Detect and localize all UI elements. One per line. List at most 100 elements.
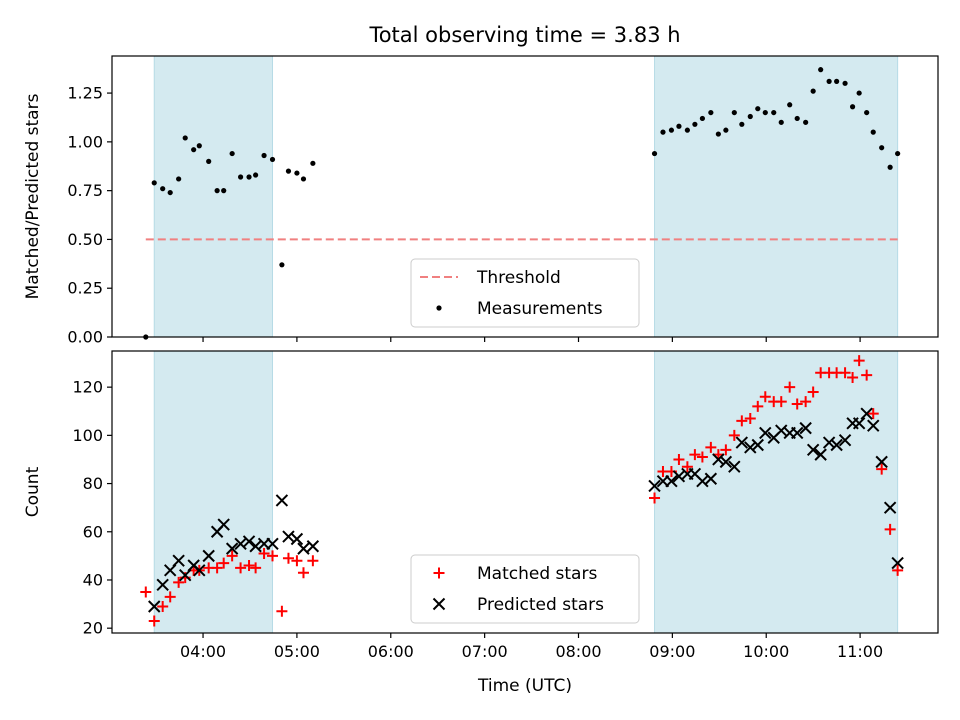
measurements-point	[229, 150, 235, 157]
predicted-stars-point	[751, 438, 764, 452]
legend-label: Threshold	[476, 268, 561, 288]
predicted-stars-point	[799, 421, 812, 435]
measurements-point	[747, 113, 753, 120]
measurements-point	[870, 129, 876, 135]
top-shaded-interval	[153, 55, 274, 338]
measurements-point	[895, 150, 901, 157]
matched-stars-point	[258, 547, 270, 559]
matched-stars-point	[807, 386, 819, 398]
matched-stars-point	[148, 615, 160, 627]
matched-stars-point	[876, 463, 888, 475]
predicted-stars-point	[790, 426, 804, 440]
matched-stars-point	[839, 367, 851, 379]
top-legend-box	[410, 258, 640, 328]
x-tick-label: 09:00	[649, 642, 695, 661]
predicted-stars-point	[867, 419, 880, 432]
top-y-tick-label: 0.75	[67, 181, 103, 200]
matched-stars-point	[226, 550, 238, 562]
matched-stars-point	[267, 550, 279, 562]
x-tick-label: 06:00	[368, 642, 414, 661]
measurements-point	[731, 109, 737, 116]
measurements-point	[787, 102, 793, 108]
matched-stars-point	[892, 564, 904, 576]
predicted-stars-point	[806, 443, 820, 457]
measurements-point	[762, 109, 768, 116]
matched-stars-point	[800, 396, 812, 408]
bottom-legend: Matched stars Predicted stars	[410, 554, 640, 624]
matched-stars-point	[861, 369, 873, 381]
matched-stars-point	[681, 461, 693, 473]
top-y-tick-label: 1.00	[67, 132, 103, 151]
predicted-stars-point	[704, 472, 718, 485]
matched-stars-point	[250, 562, 262, 574]
predicted-stars-point	[225, 542, 239, 555]
x-tick-label: 10:00	[743, 642, 789, 661]
predicted-stars-point	[838, 433, 852, 447]
matched-stars-point	[649, 492, 661, 504]
bottom-panel-counts: 20 40 60 80 100 120 04:00 05:00 06:00 07:00 08:00 0…	[23, 350, 939, 661]
top-y-tick-label: 0.50	[67, 230, 103, 249]
matched-stars-point	[853, 355, 865, 367]
predicted-stars-point	[297, 542, 310, 555]
measurements-point	[715, 131, 721, 137]
matched-stars-point	[867, 408, 879, 420]
measurements-point	[279, 262, 285, 268]
legend-marker-handle	[432, 597, 446, 611]
predicted-stars-point	[275, 494, 289, 507]
matched-stars-point	[218, 557, 230, 569]
matched-stars-point	[211, 562, 223, 574]
measurements-point	[237, 174, 244, 180]
legend-label: Measurements	[477, 299, 603, 319]
predicted-stars-point	[202, 549, 215, 563]
predicted-stars-point	[860, 407, 873, 420]
x-tick-label: 11:00	[837, 642, 883, 661]
bottom-shaded-interval	[654, 350, 899, 634]
measurements-point	[739, 121, 745, 127]
bottom-y-tick-label: 80	[83, 474, 103, 493]
matched-stars-point	[784, 381, 796, 393]
measurements-point	[668, 127, 675, 133]
measurements-point	[191, 147, 197, 153]
matched-stars-point	[164, 591, 176, 603]
x-axis-label: Time (UTC)	[477, 676, 572, 696]
measurements-point	[261, 152, 267, 159]
measurements-point	[676, 123, 682, 129]
predicted-stars-point	[290, 532, 304, 546]
measurements-point	[310, 160, 316, 166]
measurements-point	[723, 127, 729, 133]
measurements-point	[849, 104, 856, 110]
legend-marker-handle	[436, 305, 442, 311]
predicted-stars-point	[282, 530, 295, 543]
matched-stars-point	[705, 441, 717, 453]
matched-stars-point	[791, 398, 803, 410]
predicted-stars-point	[648, 479, 661, 493]
bottom-y-tick-label: 20	[83, 619, 103, 638]
x-tick-label: 07:00	[462, 642, 508, 661]
measurements-point	[196, 143, 202, 149]
matched-stars-point	[759, 391, 771, 403]
measurements-point	[206, 158, 212, 164]
predicted-stars-point	[852, 417, 866, 430]
measurements-point	[794, 115, 800, 122]
bottom-legend-box	[410, 554, 640, 624]
top-y-tick-label: 0.25	[67, 279, 103, 298]
matched-stars-point	[140, 586, 152, 598]
matched-stars-point	[235, 562, 247, 574]
matched-stars-point	[736, 415, 748, 427]
legend-marker-handle	[433, 567, 445, 579]
top-shaded-interval	[654, 55, 899, 338]
measurements-point	[864, 109, 870, 116]
predicted-stars-point	[148, 600, 161, 613]
measurements-point	[300, 176, 307, 182]
matched-stars-point	[276, 605, 288, 617]
predicted-stars-point	[822, 436, 836, 449]
predicted-stars-point	[712, 453, 725, 466]
predicted-stars-point	[728, 460, 741, 473]
measurements-point	[879, 145, 885, 151]
top-y-tick-label: 0.00	[67, 328, 103, 347]
matched-stars-point	[282, 552, 294, 564]
bottom-y-tick-label: 60	[83, 522, 103, 541]
matched-stars-point	[673, 453, 685, 465]
measurements-point	[708, 109, 714, 116]
